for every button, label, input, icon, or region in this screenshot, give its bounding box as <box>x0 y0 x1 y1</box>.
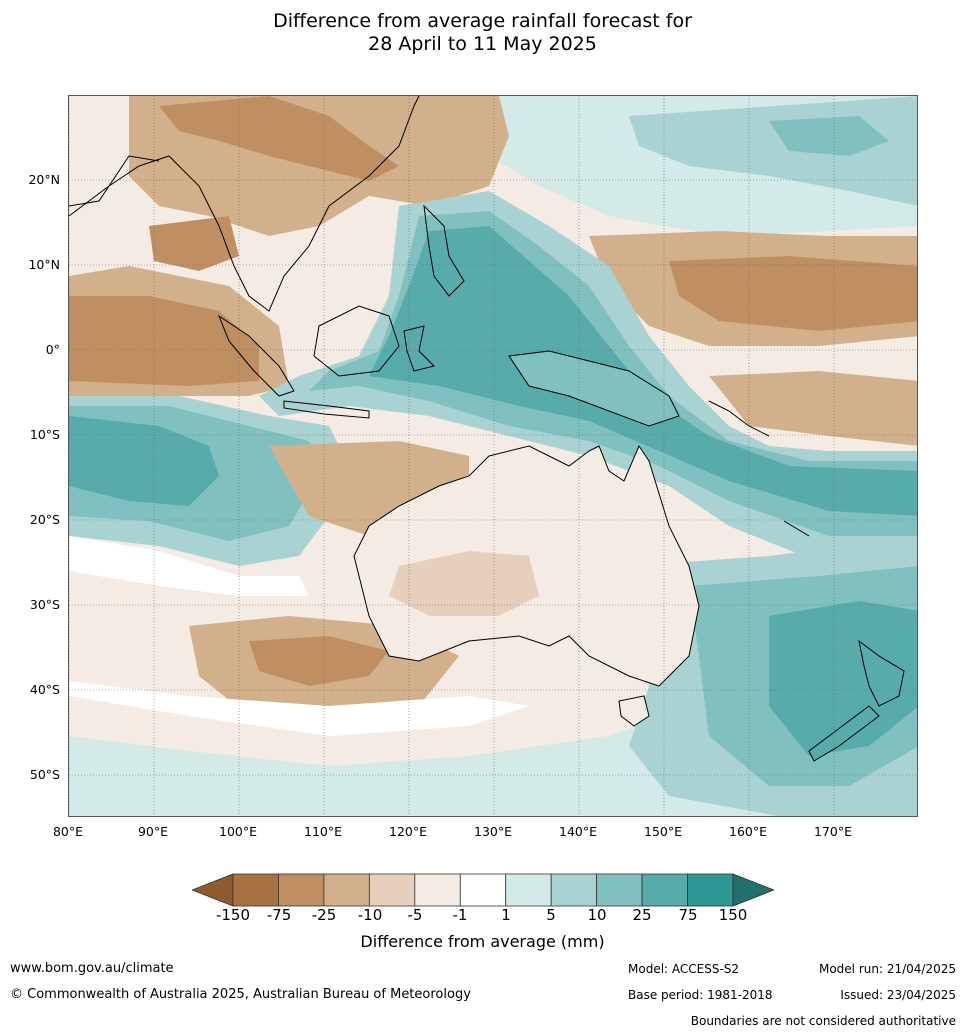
colorbar-label: Difference from average (mm) <box>360 932 605 951</box>
colorbar-cell <box>278 873 325 907</box>
colorbar-cell <box>505 873 552 907</box>
colorbar-tick: -10 <box>357 906 383 924</box>
lon-label-120e: 120°E <box>388 824 428 839</box>
rainfall-map-svg <box>69 96 917 816</box>
colorbar-cell <box>641 873 688 907</box>
colorbar-tick: -75 <box>266 906 292 924</box>
lat-label-10s: 10°S <box>29 427 60 442</box>
brown-zone-asia-dark <box>159 96 399 181</box>
new-zealand-north-island <box>858 639 905 707</box>
lon-label-160e: 160°E <box>728 824 768 839</box>
lat-label-0: 0° <box>45 342 60 357</box>
white-zone-southern <box>69 681 529 736</box>
base-period-text: Base period: 1981-2018 <box>628 988 773 1002</box>
lon-label-80e: 80°E <box>52 824 84 839</box>
colorbar-over-arrow <box>732 873 774 907</box>
solomon-islands <box>708 400 770 437</box>
colorbar-under-arrow <box>192 873 234 907</box>
lat-label-40s: 40°S <box>29 682 60 697</box>
asia-coastline <box>69 96 420 312</box>
white-band-indian <box>69 536 309 596</box>
brown-zone-southern-indian-dark <box>249 636 389 686</box>
colorbar-legend <box>192 873 774 907</box>
teal-zone-indian-ocean-dark <box>69 416 219 506</box>
teal-patch-np <box>769 116 889 156</box>
issued-text: Issued: 23/04/2025 <box>840 988 956 1002</box>
sulawesi-landmass <box>403 325 435 372</box>
colorbar-tick: 5 <box>546 906 556 924</box>
colorbar-tick: -25 <box>311 906 337 924</box>
colorbar-cell <box>323 873 370 907</box>
colorbar-tick: -1 <box>452 906 468 924</box>
teal-zone-maritime-dark <box>369 226 917 516</box>
brown-zone-pacific-eq <box>709 371 917 446</box>
lon-label-170e: 170°E <box>813 824 853 839</box>
title-line-1: Difference from average rainfall forecas… <box>273 10 692 32</box>
model-run-text: Model run: 21/04/2025 <box>818 962 956 976</box>
colorbar-tick: 1 <box>501 906 511 924</box>
new-guinea-landmass <box>508 350 680 427</box>
colorbar-cell <box>232 873 279 907</box>
sumatra-landmass <box>217 314 295 397</box>
colorbar-tick: 150 <box>718 906 748 924</box>
lon-label-90e: 90°E <box>137 824 169 839</box>
lon-label-140e: 140°E <box>558 824 598 839</box>
lon-label-110e: 110°E <box>303 824 343 839</box>
title-line-2: 28 April to 11 May 2025 <box>368 33 597 55</box>
colorbar-cells <box>232 873 734 907</box>
borneo-landmass <box>313 305 400 377</box>
brown-zone-pacific-north-dark <box>669 256 917 331</box>
colorbar-cell <box>687 873 734 907</box>
colorbar-cell <box>596 873 643 907</box>
philippines-landmass <box>423 204 465 297</box>
brown-zone-arabian-dark <box>69 296 259 386</box>
lat-label-30s: 30°S <box>29 597 60 612</box>
colorbar-cell <box>459 873 507 907</box>
copyright-text: © Commonwealth of Australia 2025, Austra… <box>10 987 471 1002</box>
colorbar-tick: -150 <box>215 906 251 924</box>
tasmania-landmass <box>618 695 650 727</box>
colorbar-cell <box>368 873 416 907</box>
lat-label-10n: 10°N <box>28 257 60 272</box>
gridlines <box>69 96 917 816</box>
colorbar-tick: 10 <box>587 906 607 924</box>
map-title: Difference from average rainfall forecas… <box>0 10 965 56</box>
brown-zone-indochina <box>149 216 239 271</box>
lat-label-20n: 20°N <box>28 172 60 187</box>
lon-label-130e: 130°E <box>473 824 513 839</box>
model-text: Model: ACCESS-S2 <box>628 962 740 976</box>
lon-label-100e: 100°E <box>218 824 258 839</box>
new-caledonia <box>783 520 810 537</box>
teal-zone-tasman-dark <box>769 601 917 756</box>
lat-label-50s: 50°S <box>29 767 60 782</box>
colorbar-cell <box>414 873 461 907</box>
rainfall-map <box>68 95 918 817</box>
lat-label-20s: 20°S <box>29 512 60 527</box>
new-zealand-south-island <box>808 705 880 762</box>
colorbar-tick: 75 <box>678 906 698 924</box>
website-link[interactable]: www.bom.gov.au/climate <box>10 961 174 976</box>
boundaries-note: Boundaries are not considered authoritat… <box>690 1014 956 1028</box>
colorbar-cell <box>550 873 598 907</box>
colorbar-tick: -5 <box>407 906 423 924</box>
java-landmass <box>283 400 370 419</box>
colorbar-tick: 25 <box>632 906 652 924</box>
brown-zone-australia-interior <box>389 551 539 616</box>
india-coastline <box>69 155 160 207</box>
lon-label-150e: 150°E <box>643 824 683 839</box>
